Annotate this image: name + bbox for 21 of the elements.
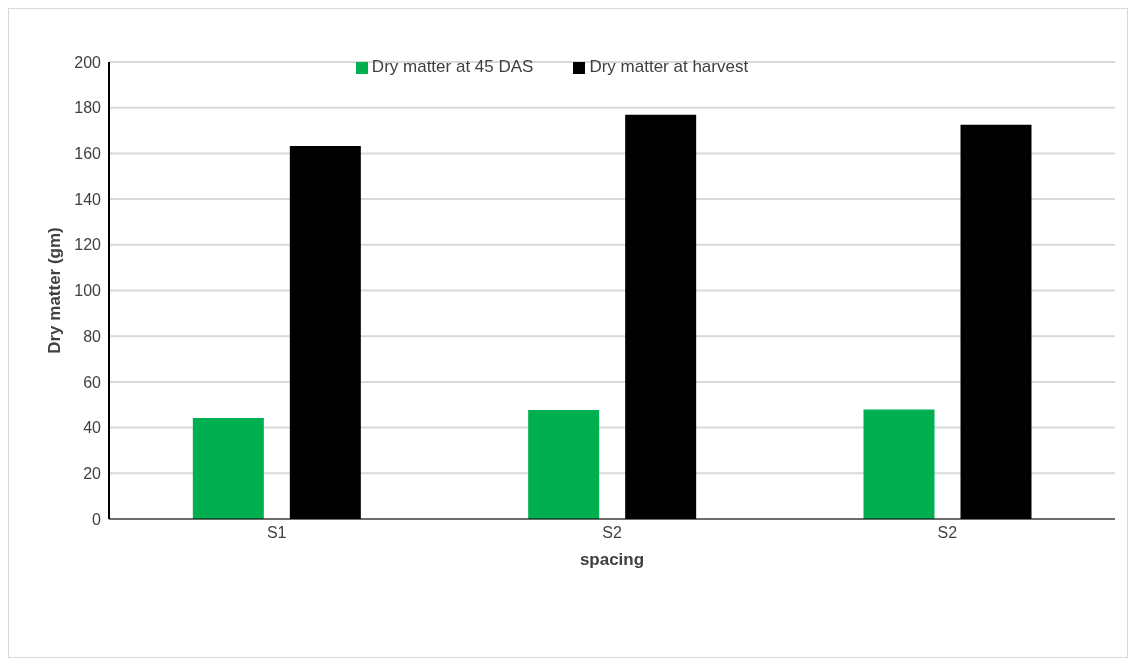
bar <box>192 418 264 519</box>
y-axis-title: Dry matter (gm) <box>45 227 65 354</box>
legend-label: Dry matter at 45 DAS <box>371 57 534 76</box>
y-tick-label: 200 <box>74 53 102 71</box>
y-tick-label: 0 <box>92 510 102 528</box>
y-tick-label: 140 <box>74 190 102 208</box>
y-tick-label: 120 <box>74 236 102 254</box>
y-tick-label: 180 <box>74 99 102 117</box>
x-tick-label: S2 <box>602 524 622 542</box>
y-tick-label: 100 <box>74 282 102 300</box>
y-tick-label: 20 <box>83 464 102 482</box>
y-tick-label: 40 <box>83 419 102 437</box>
y-tick-label: 160 <box>74 145 102 163</box>
legend-label: Dry matter at harvest <box>589 57 749 76</box>
y-tick-label: 80 <box>83 327 102 345</box>
bar <box>863 409 935 519</box>
x-axis-title: spacing <box>579 550 645 569</box>
x-tick-label: S1 <box>266 524 287 542</box>
bar <box>528 410 600 519</box>
x-tick-label: S2 <box>937 524 958 542</box>
y-tick-label: 60 <box>83 373 102 391</box>
